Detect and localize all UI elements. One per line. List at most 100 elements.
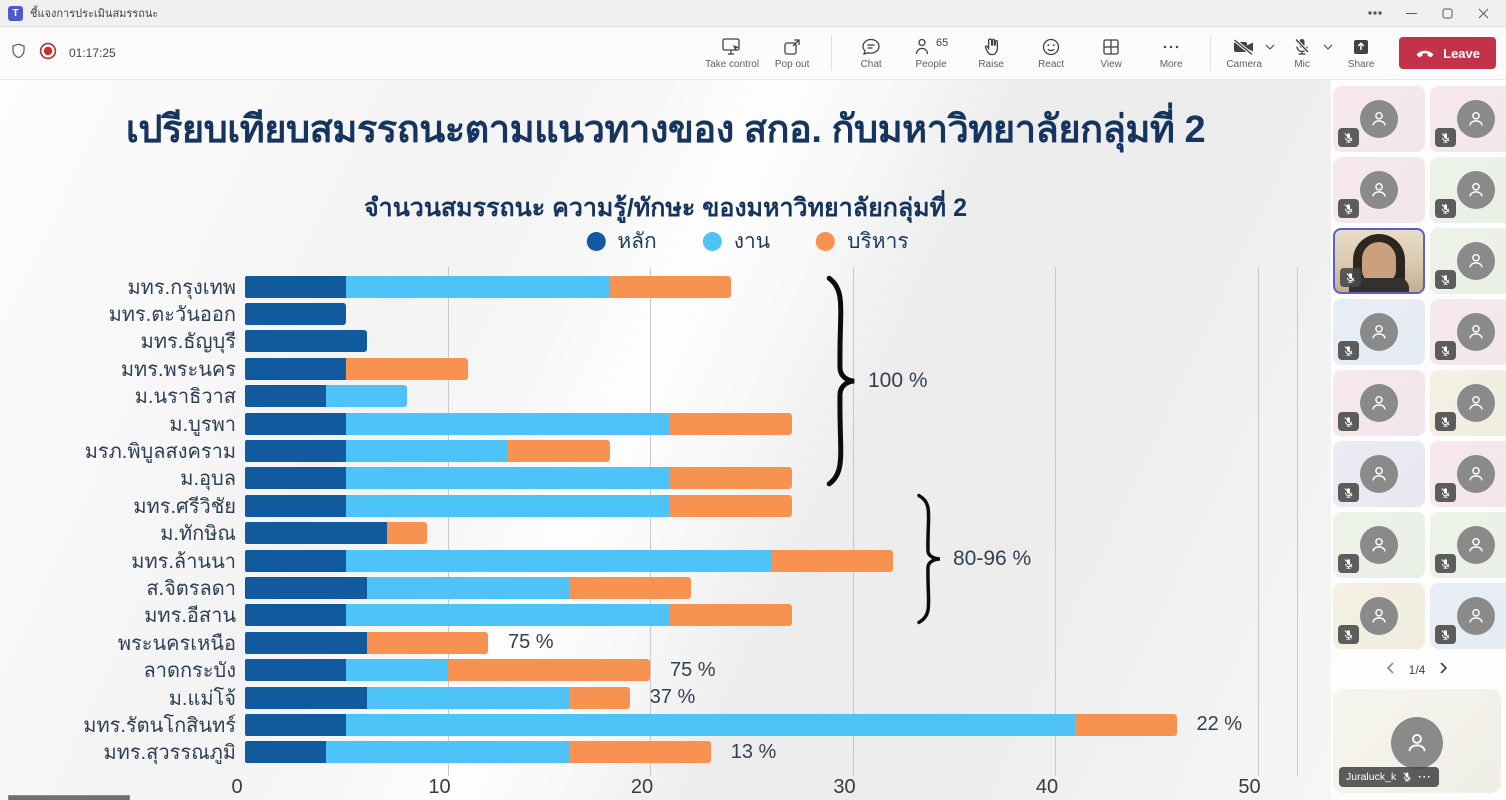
gridline xyxy=(447,267,449,776)
avatar xyxy=(1360,100,1398,138)
bar-row xyxy=(245,604,792,627)
participant-avatar-tile[interactable] xyxy=(1430,86,1506,152)
category-label: ม.แม่โจ้ xyxy=(168,687,236,710)
mic-off-badge xyxy=(1435,128,1456,147)
chat-button[interactable]: Chat xyxy=(842,33,900,74)
window-maximize-icon[interactable] xyxy=(1432,2,1462,24)
bar-segment xyxy=(245,604,347,627)
bar-segment xyxy=(346,439,509,462)
pinned-participant-tile[interactable]: Juraluck_k ··· xyxy=(1333,689,1501,793)
bar-segment xyxy=(508,439,610,462)
participant-avatar-tile[interactable] xyxy=(1333,370,1425,436)
hang-up-icon xyxy=(1416,50,1434,58)
legend-label: งาน xyxy=(733,230,771,253)
take-control-button[interactable]: Take control xyxy=(703,33,761,74)
more-button[interactable]: More xyxy=(1142,33,1200,74)
participant-avatar-tile[interactable] xyxy=(1430,512,1506,578)
react-button[interactable]: React xyxy=(1022,33,1080,74)
bar-segment xyxy=(245,357,347,380)
participant-avatar-tile[interactable] xyxy=(1430,441,1506,507)
view-button[interactable]: View xyxy=(1082,33,1140,74)
bar-row xyxy=(245,330,367,353)
avatar xyxy=(1360,313,1398,351)
bar-segment xyxy=(245,576,367,599)
bar-row xyxy=(245,357,468,380)
participant-avatar-tile[interactable] xyxy=(1430,370,1506,436)
annotation-brace xyxy=(913,493,943,625)
shield-icon xyxy=(10,42,27,65)
avatar xyxy=(1457,597,1495,635)
participant-video-tile-active-speaker[interactable] xyxy=(1333,228,1425,294)
bar-segment xyxy=(326,741,569,764)
gridline xyxy=(1055,267,1056,776)
category-label: ม.อุบล xyxy=(180,468,236,491)
participants-pagination: 1/4 xyxy=(1333,661,1501,679)
window-more-icon[interactable] xyxy=(1360,2,1390,24)
legend-swatch xyxy=(702,232,722,251)
chart-title: จำนวนสมรรถนะ ความรู้/ทักษะ ของมหาวิทยาลั… xyxy=(364,194,967,222)
avatar xyxy=(1360,526,1398,564)
legend-label: หลัก xyxy=(617,230,657,253)
camera-chevron-icon[interactable] xyxy=(1265,37,1275,55)
window-titlebar: T ชี้แจงการประเมินสมรรถนะ xyxy=(0,0,1506,27)
avatar xyxy=(1457,384,1495,422)
bar-segment xyxy=(670,467,792,490)
participant-avatar-tile[interactable] xyxy=(1333,583,1425,649)
bar-segment xyxy=(245,412,347,435)
bar-segment xyxy=(245,467,347,490)
category-label: มทร.ธัญบุรี xyxy=(140,331,236,354)
bar-segment xyxy=(245,275,347,298)
bar-segment xyxy=(346,412,671,435)
participant-avatar-tile[interactable] xyxy=(1333,157,1425,223)
shared-screen-slide: เปรียบเทียบสมรรถนะตามแนวทางของ สกอ. กับม… xyxy=(0,80,1331,800)
bar-segment xyxy=(245,302,347,325)
bar-segment xyxy=(670,604,792,627)
plot-area: 75 % 75 % 37 % 22 % 13 % 100 % 80-96 % xyxy=(245,267,1307,776)
bar-segment xyxy=(245,522,387,545)
camera-off-button[interactable]: Camera xyxy=(1221,33,1267,74)
category-label: ม.ทักษิณ xyxy=(160,523,236,546)
avatar xyxy=(1360,384,1398,422)
avatar xyxy=(1457,242,1495,280)
avatar xyxy=(1360,597,1398,635)
people-button[interactable]: 65 People xyxy=(915,36,949,70)
bar-row xyxy=(245,467,792,490)
participant-avatar-tile[interactable] xyxy=(1333,299,1425,365)
participant-avatar-tile[interactable] xyxy=(1333,441,1425,507)
meeting-toolbar: 01:17:25 Take control Pop out Chat 65 xyxy=(0,27,1506,80)
bar-segment xyxy=(346,659,448,682)
value-label: 75 % xyxy=(508,631,554,654)
participant-avatar-tile[interactable] xyxy=(1333,512,1425,578)
bar-segment xyxy=(245,494,347,517)
participant-avatar-tile[interactable] xyxy=(1430,583,1506,649)
bar-row xyxy=(245,385,407,408)
participant-avatar-tile[interactable] xyxy=(1430,228,1506,294)
mic-off-badge xyxy=(1338,341,1359,360)
avatar xyxy=(1457,526,1495,564)
bar-row xyxy=(245,494,792,517)
pop-out-button[interactable]: Pop out xyxy=(763,33,821,74)
bar-segment xyxy=(245,549,347,572)
tile-more-icon[interactable]: ··· xyxy=(1418,771,1432,783)
people-count-badge: 65 xyxy=(936,36,949,49)
window-close-icon[interactable] xyxy=(1468,2,1498,24)
avatar xyxy=(1457,313,1495,351)
mic-chevron-icon[interactable] xyxy=(1323,37,1333,55)
participants-rail: 1/4 Juraluck_k ··· xyxy=(1331,80,1506,800)
bar-segment xyxy=(245,439,347,462)
bar-row: 22 % xyxy=(245,713,1242,736)
value-label: 13 % xyxy=(730,740,777,763)
raise-hand-button[interactable]: Raise xyxy=(962,33,1020,74)
participant-avatar-tile[interactable] xyxy=(1333,86,1425,152)
page-next-icon[interactable] xyxy=(1439,661,1448,679)
participant-avatar-tile[interactable] xyxy=(1430,299,1506,365)
participant-avatar-tile[interactable] xyxy=(1430,157,1506,223)
category-label: มทร.ตะวันออก xyxy=(108,304,236,327)
mic-off-button[interactable]: Mic xyxy=(1279,33,1325,74)
mic-off-badge xyxy=(1338,128,1359,147)
window-minimize-icon[interactable] xyxy=(1396,2,1426,24)
bar-segment xyxy=(569,741,711,764)
page-prev-icon[interactable] xyxy=(1386,661,1395,679)
share-button[interactable]: Share xyxy=(1337,33,1385,74)
leave-button[interactable]: Leave xyxy=(1399,37,1496,69)
